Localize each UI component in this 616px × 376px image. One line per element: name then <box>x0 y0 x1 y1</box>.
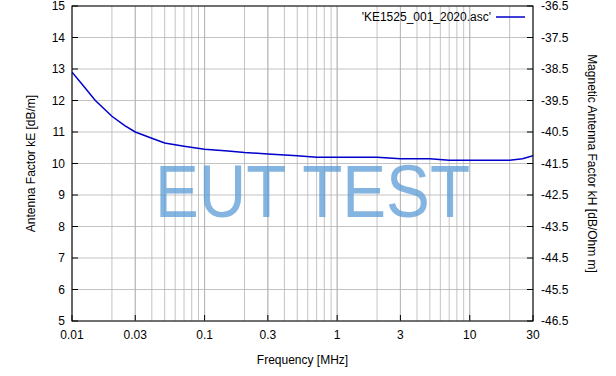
y-tick-label: 9 <box>58 188 65 202</box>
y2-tick <box>527 226 533 227</box>
y-tick <box>72 69 78 70</box>
y2-tick-label: -45.5 <box>541 283 569 297</box>
y-tick <box>72 100 78 101</box>
y-tick-label: 14 <box>52 31 66 45</box>
y-axis-label: Antenna Factor kE [dB/m] <box>24 95 38 232</box>
y2-tick <box>527 37 533 38</box>
y-tick-label: 8 <box>58 220 65 234</box>
x-tick <box>204 315 205 321</box>
x-tick-label: 0.1 <box>196 328 213 342</box>
y2-tick-label: -41.5 <box>541 157 569 171</box>
x-tick-label: 30 <box>526 328 540 342</box>
x-tick-label: 0.01 <box>60 328 84 342</box>
y-grid-line <box>72 100 533 101</box>
y-tick-label: 5 <box>58 314 65 328</box>
y-tick-label: 13 <box>52 62 66 76</box>
y-tick <box>72 132 78 133</box>
x-tick <box>337 315 338 321</box>
y2-tick-label: -36.5 <box>541 0 569 13</box>
y2-tick-label: -44.5 <box>541 251 569 265</box>
y2-tick <box>527 163 533 164</box>
chart: 0.010.030.10.313103056789101112131415-46… <box>0 0 616 376</box>
y-tick-label: 11 <box>53 125 66 139</box>
y2-tick-label: -37.5 <box>541 31 569 45</box>
y-tick-label: 15 <box>52 0 66 13</box>
y2-tick <box>527 289 533 290</box>
x-tick <box>469 315 470 321</box>
y2-tick <box>527 100 533 101</box>
y-tick <box>72 226 78 227</box>
y-tick <box>72 37 78 38</box>
y2-tick-label: -42.5 <box>541 188 569 202</box>
x-tick <box>267 315 268 321</box>
y-grid-line <box>72 37 533 38</box>
watermark: EUT TEST <box>155 150 470 233</box>
plot-frame <box>72 6 533 321</box>
y-tick <box>72 289 78 290</box>
y2-axis-label: Magnetic Antenna Factor kH [dB/Ohm m] <box>585 54 599 273</box>
y-tick-label: 12 <box>52 94 66 108</box>
x-tick-label: 3 <box>397 328 404 342</box>
y-grid-line <box>72 258 533 259</box>
plot-area <box>72 72 533 160</box>
y-tick <box>72 195 78 196</box>
y-tick <box>72 258 78 259</box>
x-tick-label: 10 <box>463 328 477 342</box>
y2-tick <box>527 69 533 70</box>
y2-tick <box>527 132 533 133</box>
x-tick <box>135 315 136 321</box>
series-line <box>72 72 533 160</box>
y2-tick <box>527 195 533 196</box>
y2-tick-label: -46.5 <box>541 314 569 328</box>
y2-tick-label: -43.5 <box>541 220 569 234</box>
y2-tick-label: -40.5 <box>541 125 569 139</box>
legend-label: 'KE1525_001_2020.asc' <box>362 10 491 24</box>
x-tick-label: 0.03 <box>124 328 148 342</box>
y-grid-line <box>72 132 533 133</box>
y-grid-line <box>72 289 533 290</box>
y-tick-label: 7 <box>58 251 65 265</box>
y2-tick-label: -39.5 <box>541 94 569 108</box>
x-tick-label: 0.3 <box>259 328 276 342</box>
x-tick-label: 1 <box>334 328 341 342</box>
y-tick <box>72 163 78 164</box>
y-tick-label: 6 <box>58 283 65 297</box>
y-grid-line <box>72 69 533 70</box>
x-tick <box>400 315 401 321</box>
y-tick-label: 10 <box>52 157 66 171</box>
x-axis-label: Frequency [MHz] <box>257 353 348 367</box>
y2-tick <box>527 258 533 259</box>
legend-swatch <box>496 16 525 18</box>
y2-tick-label: -38.5 <box>541 62 569 76</box>
